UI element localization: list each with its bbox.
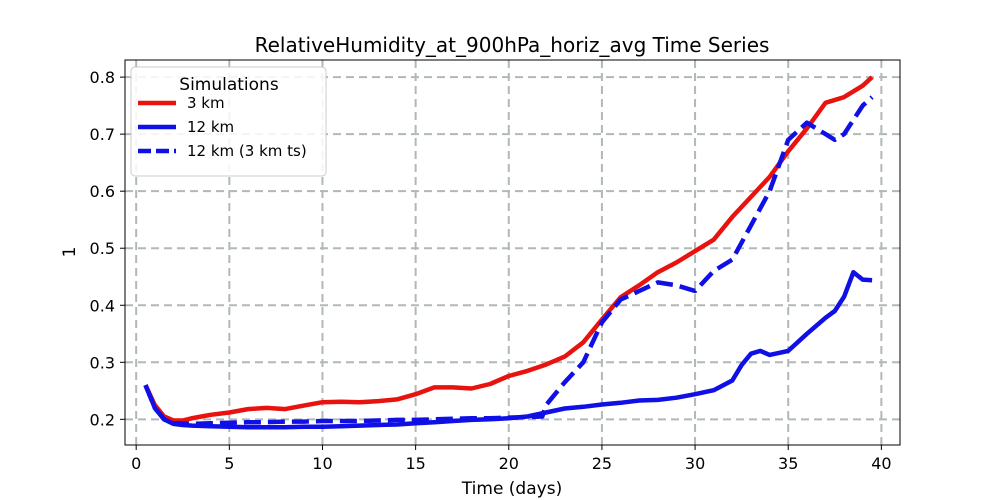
y-tick-label: 0.4 [90,296,115,315]
y-tick-label: 0.3 [90,353,115,372]
x-tick-label: 15 [405,454,425,473]
x-axis-label: Time (days) [461,479,562,499]
x-tick-label: 0 [131,454,141,473]
legend-label-3: 12 km (3 km ts) [187,142,307,160]
y-tick-label: 0.2 [90,410,115,429]
series-line-2 [143,269,873,430]
x-tick-label: 30 [685,454,705,473]
y-tick-label: 0.6 [90,182,115,201]
y-axis-label: 1 [60,247,80,258]
legend: Simulations 3 km 12 km 12 km (3 km ts) [130,66,327,177]
x-tick-label: 10 [312,454,332,473]
series-line-1 [143,75,874,423]
x-tick-label: 35 [778,454,798,473]
x-tick-label: 20 [499,454,519,473]
x-tick-label: 40 [871,454,891,473]
axis-ticks: 0 5 10 15 20 25 30 35 40 0.2 0.3 0.4 0.5 0.6 0.7 0.8 [90,68,892,473]
y-tick-label: 0.7 [90,125,115,144]
plot-area-frame [124,59,901,446]
chart-title: RelativeHumidity_at_900hPa_horiz_avg Tim… [255,33,770,57]
x-tick-label: 5 [224,454,234,473]
x-tick-label: 25 [592,454,612,473]
legend-label-2: 12 km [187,118,234,136]
series-group [143,75,874,430]
y-tick-label: 0.8 [90,68,115,87]
y-tick-label: 0.5 [90,239,115,258]
series-line-3 [143,95,874,427]
legend-box [130,66,327,177]
legend-label-1: 3 km [187,94,225,112]
legend-title: Simulations [179,75,279,95]
